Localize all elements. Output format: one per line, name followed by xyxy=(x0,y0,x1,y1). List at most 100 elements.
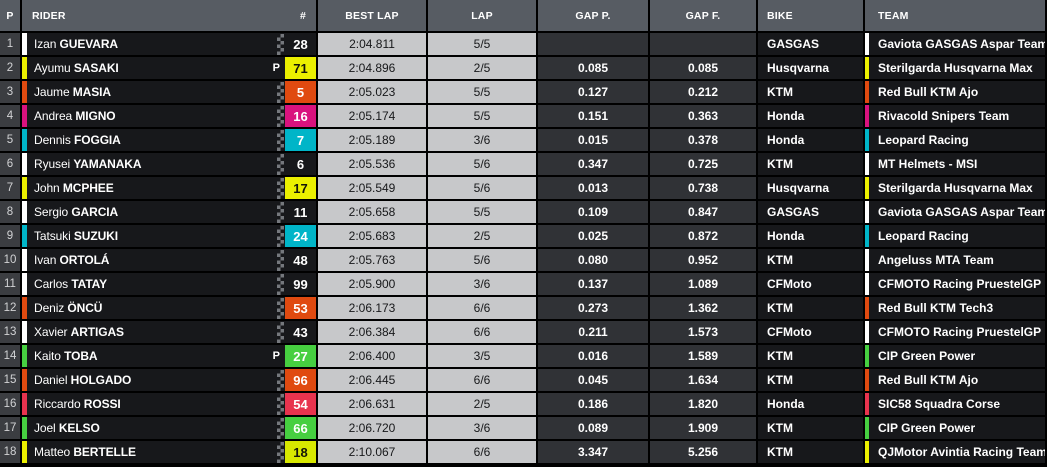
best-lap-cell: 2:06.720 xyxy=(318,417,428,439)
table-row[interactable]: 7 John MCPHEE 17 2:05.549 5/6 0.013 0.73… xyxy=(0,177,1047,201)
team-color-stripe xyxy=(865,249,869,271)
team-name: Gaviota GASGAS Aspar Team xyxy=(878,205,1047,219)
rider-cell-right: 18 xyxy=(272,441,316,463)
table-row[interactable]: 16 Riccardo ROSSI 54 2:06.631 2/5 0.186 … xyxy=(0,393,1047,417)
rider-color-stripe xyxy=(22,369,27,391)
header-best-lap: BEST LAP xyxy=(318,0,428,31)
pit-indicator: P xyxy=(272,350,280,362)
pit-indicator: P xyxy=(272,62,280,74)
rider-cell: Ryusei YAMANAKA 6 xyxy=(22,153,318,175)
rider-color-stripe xyxy=(22,417,27,439)
table-row[interactable]: 6 Ryusei YAMANAKA 6 2:05.536 5/6 0.347 0… xyxy=(0,153,1047,177)
table-row[interactable]: 11 Carlos TATAY 99 2:05.900 3/6 0.137 1.… xyxy=(0,273,1047,297)
rider-first-name: Ryusei xyxy=(34,157,71,171)
bike-cell: KTM xyxy=(758,369,865,391)
best-lap-cell: 2:10.067 xyxy=(318,441,428,463)
position-cell: 18 xyxy=(0,441,22,463)
gap-first-cell: 1.362 xyxy=(650,297,758,319)
gap-first-cell: 1.634 xyxy=(650,369,758,391)
lap-count-cell: 6/6 xyxy=(428,441,538,463)
team-name: CFMOTO Racing PruestelGP xyxy=(878,277,1042,291)
rider-cell-right: P 27 xyxy=(273,345,316,367)
team-name: CIP Green Power xyxy=(878,349,976,363)
checkered-strip-icon xyxy=(277,225,284,247)
team-color-stripe xyxy=(865,393,869,415)
team-name: CIP Green Power xyxy=(878,421,976,435)
lap-count-cell: 5/6 xyxy=(428,249,538,271)
checkered-strip-icon xyxy=(277,297,284,319)
rider-color-stripe xyxy=(22,321,27,343)
team-cell: CIP Green Power xyxy=(865,345,1047,367)
best-lap-cell: 2:05.023 xyxy=(318,81,428,103)
rider-name: Deniz ÖNCÜ xyxy=(34,301,102,315)
gap-previous-cell: 0.045 xyxy=(538,369,650,391)
team-name: CFMOTO Racing PruestelGP xyxy=(878,325,1042,339)
position-cell: 15 xyxy=(0,369,22,391)
rider-color-stripe xyxy=(22,57,27,79)
rider-cell-right: 5 xyxy=(272,81,316,103)
team-name: Rivacold Snipers Team xyxy=(878,109,1010,123)
table-row[interactable]: 15 Daniel HOLGADO 96 2:06.445 6/6 0.045 … xyxy=(0,369,1047,393)
rider-first-name: Andrea xyxy=(34,109,73,123)
table-row[interactable]: 4 Andrea MIGNO 16 2:05.174 5/5 0.151 0.3… xyxy=(0,105,1047,129)
gap-first-cell: 0.872 xyxy=(650,225,758,247)
rider-first-name: Matteo xyxy=(34,445,71,459)
team-cell: Gaviota GASGAS Aspar Team xyxy=(865,201,1047,223)
rider-last-name: ROSSI xyxy=(83,397,121,411)
team-color-stripe xyxy=(865,273,869,295)
bike-cell: KTM xyxy=(758,297,865,319)
rider-number-badge: 17 xyxy=(285,177,316,199)
lap-count-cell: 5/6 xyxy=(428,153,538,175)
table-row[interactable]: 14 Kaito TOBA P 27 2:06.400 3/5 0.016 1.… xyxy=(0,345,1047,369)
rider-color-stripe xyxy=(22,81,27,103)
rider-cell: Jaume MASIA 5 xyxy=(22,81,318,103)
table-row[interactable]: 8 Sergio GARCIA 11 2:05.658 5/5 0.109 0.… xyxy=(0,201,1047,225)
gap-first-cell: 0.085 xyxy=(650,57,758,79)
gap-first-cell xyxy=(650,33,758,55)
rider-cell-right: 66 xyxy=(272,417,316,439)
rider-name: Kaito TOBA xyxy=(34,349,98,363)
bike-cell: CFMoto xyxy=(758,273,865,295)
table-row[interactable]: 18 Matteo BERTELLE 18 2:10.067 6/6 3.347… xyxy=(0,441,1047,465)
rider-number-badge: 27 xyxy=(285,345,316,367)
rider-last-name: KELSO xyxy=(58,421,100,435)
table-row[interactable]: 9 Tatsuki SUZUKI 24 2:05.683 2/5 0.025 0… xyxy=(0,225,1047,249)
rider-last-name: MCPHEE xyxy=(62,181,114,195)
table-row[interactable]: 17 Joel KELSO 66 2:06.720 3/6 0.089 1.90… xyxy=(0,417,1047,441)
best-lap-cell: 2:05.900 xyxy=(318,273,428,295)
checkered-strip-icon xyxy=(277,177,284,199)
bike-cell: Honda xyxy=(758,129,865,151)
team-color-stripe xyxy=(865,57,869,79)
rider-number-badge: 43 xyxy=(293,324,308,340)
rider-cell-right: 54 xyxy=(272,393,316,415)
table-row[interactable]: 5 Dennis FOGGIA 7 2:05.189 3/6 0.015 0.3… xyxy=(0,129,1047,153)
rider-cell-right: 11 xyxy=(272,201,316,223)
rider-first-name: Riccardo xyxy=(34,397,81,411)
header-number-label: # xyxy=(299,9,306,22)
rider-cell: Deniz ÖNCÜ 53 xyxy=(22,297,318,319)
checkered-strip-icon xyxy=(277,393,284,415)
rider-name: John MCPHEE xyxy=(34,181,114,195)
table-row[interactable]: 1 Izan GUEVARA 28 2:04.811 5/5 GASGAS Ga… xyxy=(0,33,1047,57)
team-cell: Gaviota GASGAS Aspar Team xyxy=(865,33,1047,55)
lap-count-cell: 5/5 xyxy=(428,105,538,127)
rider-cell: Andrea MIGNO 16 xyxy=(22,105,318,127)
rows-container: 1 Izan GUEVARA 28 2:04.811 5/5 GASGAS Ga… xyxy=(0,33,1047,465)
table-row[interactable]: 2 Ayumu SASAKI P 71 2:04.896 2/5 0.085 0… xyxy=(0,57,1047,81)
rider-first-name: Tatsuki xyxy=(34,229,71,243)
lap-count-cell: 2/5 xyxy=(428,225,538,247)
best-lap-cell: 2:06.400 xyxy=(318,345,428,367)
table-row[interactable]: 13 Xavier ARTIGAS 43 2:06.384 6/6 0.211 … xyxy=(0,321,1047,345)
lap-count-cell: 5/5 xyxy=(428,201,538,223)
position-cell: 10 xyxy=(0,249,22,271)
rider-first-name: John xyxy=(34,181,60,195)
team-name: Sterilgarda Husqvarna Max xyxy=(878,181,1033,195)
team-name: MT Helmets - MSI xyxy=(878,157,978,171)
team-cell: CFMOTO Racing PruestelGP xyxy=(865,273,1047,295)
table-row[interactable]: 10 Ivan ORTOLÁ 48 2:05.763 5/6 0.080 0.9… xyxy=(0,249,1047,273)
table-row[interactable]: 3 Jaume MASIA 5 2:05.023 5/5 0.127 0.212… xyxy=(0,81,1047,105)
rider-first-name: Sergio xyxy=(34,205,69,219)
table-row[interactable]: 12 Deniz ÖNCÜ 53 2:06.173 6/6 0.273 1.36… xyxy=(0,297,1047,321)
rider-first-name: Joel xyxy=(34,421,56,435)
rider-cell: Daniel HOLGADO 96 xyxy=(22,369,318,391)
